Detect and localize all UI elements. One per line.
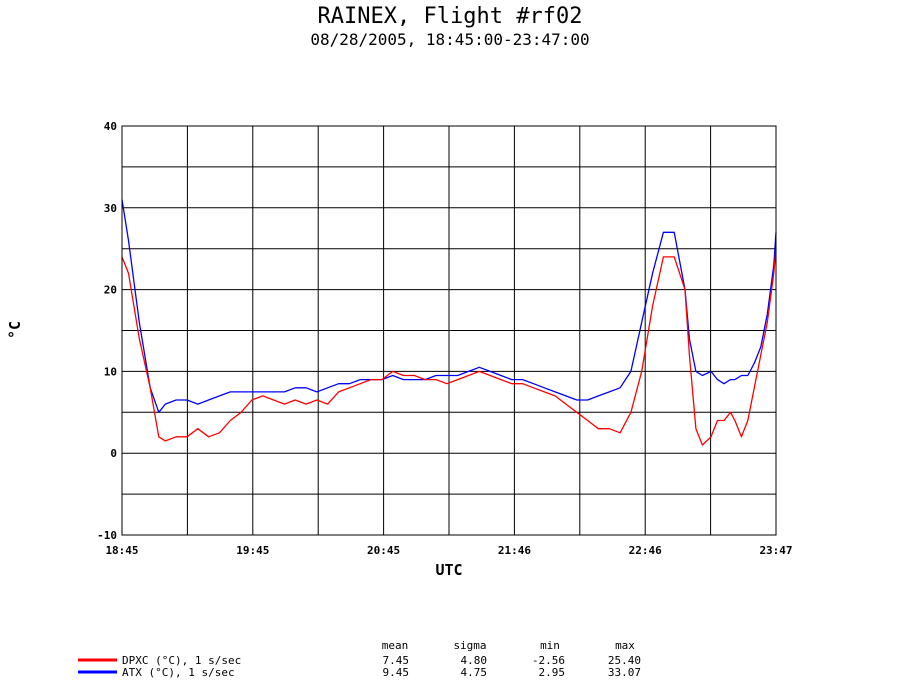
- series-line-1: [121, 199, 777, 413]
- stats-value: 25.40: [608, 654, 641, 667]
- stats-value: -2.56: [532, 654, 565, 667]
- plot-frame: [121, 125, 777, 536]
- x-tick-label: 20:45: [367, 544, 400, 557]
- x-tick-labels: 18:45 19:45 20:45 21:46 22:46 23:47: [105, 544, 792, 557]
- y-tick-label: 40: [104, 120, 117, 133]
- y-axis-label: °C: [6, 321, 24, 339]
- x-tick-label: 19:45: [236, 544, 269, 557]
- x-tick-label: 18:45: [105, 544, 138, 557]
- series-group: [121, 199, 777, 446]
- stats-value: 4.80: [461, 654, 488, 667]
- y-tick-label: 30: [104, 202, 117, 215]
- legend-label: DPXC (°C), 1 s/sec: [122, 654, 241, 667]
- stats-header: mean: [382, 639, 409, 652]
- y-tick-labels: 40 30 20 10 0 -10: [97, 120, 117, 542]
- stats-header: sigma: [453, 639, 486, 652]
- series-line-0: [121, 248, 777, 446]
- legend: mean sigma min max DPXC (°C), 1 s/sec 7.45 4.8…: [78, 639, 641, 679]
- x-axis-label: UTC: [435, 561, 462, 579]
- x-tick-label: 21:46: [498, 544, 531, 557]
- legend-label: ATX (°C), 1 s/sec: [122, 666, 235, 679]
- chart-subtitle: 08/28/2005, 18:45:00-23:47:00: [310, 30, 590, 49]
- stats-value: 4.75: [461, 666, 488, 679]
- stats-value: 33.07: [608, 666, 641, 679]
- chart-title: RAINEX, Flight #rf02: [317, 4, 583, 29]
- x-tick-label: 23:47: [759, 544, 792, 557]
- y-tick-label: 20: [104, 284, 117, 297]
- grid: [122, 126, 776, 535]
- stats-value: 7.45: [383, 654, 410, 667]
- y-tick-label: 0: [110, 447, 117, 460]
- x-tick-label: 22:46: [629, 544, 662, 557]
- y-tick-label: -10: [97, 529, 117, 542]
- stats-value: 2.95: [539, 666, 566, 679]
- stats-header: max: [615, 639, 635, 652]
- stats-header: min: [540, 639, 560, 652]
- stats-value: 9.45: [383, 666, 410, 679]
- y-tick-label: 10: [104, 365, 117, 378]
